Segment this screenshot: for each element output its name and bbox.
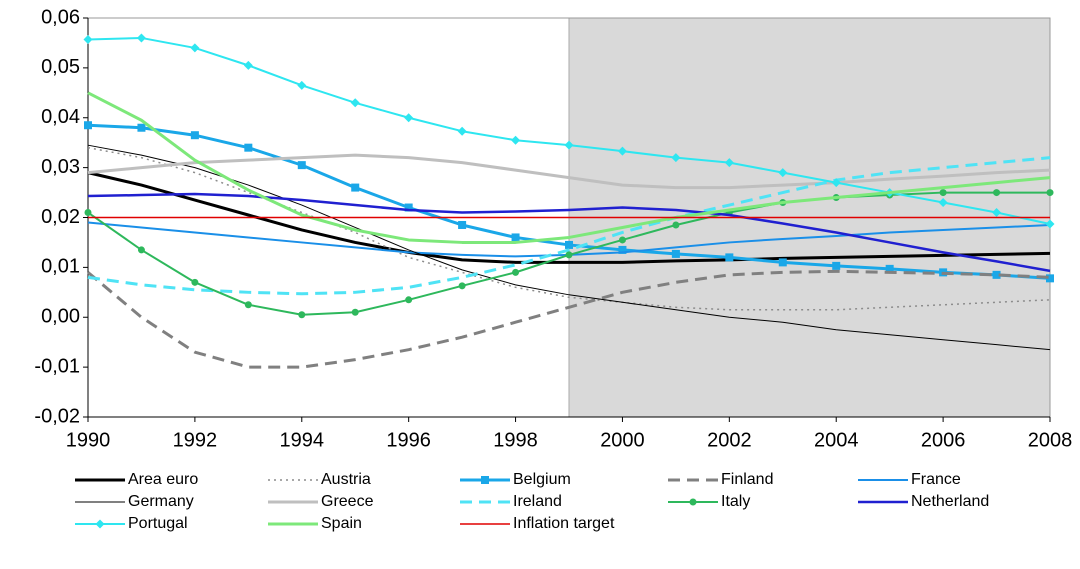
data-point bbox=[1046, 189, 1054, 197]
legend-label: France bbox=[911, 471, 961, 488]
data-point bbox=[618, 245, 627, 254]
legend-label: Germany bbox=[128, 493, 194, 510]
x-tick-label: 2004 bbox=[814, 429, 859, 451]
data-point bbox=[190, 43, 200, 53]
data-point bbox=[297, 161, 306, 170]
data-point bbox=[885, 264, 894, 273]
series-line bbox=[87, 146, 1051, 311]
data-point bbox=[351, 183, 360, 192]
data-point bbox=[404, 203, 413, 212]
legend-label: Area euro bbox=[128, 471, 198, 488]
x-tick-label: 2008 bbox=[1028, 429, 1073, 451]
data-point bbox=[84, 209, 92, 217]
data-point bbox=[191, 278, 199, 286]
data-point bbox=[1046, 274, 1054, 283]
data-point bbox=[725, 253, 734, 262]
x-tick-label: 1998 bbox=[493, 429, 538, 451]
legend-label: Netherland bbox=[911, 493, 989, 510]
x-tick-label: 1992 bbox=[173, 429, 218, 451]
data-point bbox=[511, 135, 521, 145]
data-point bbox=[992, 270, 1001, 279]
data-point bbox=[351, 308, 359, 316]
y-tick-label: 0,01 bbox=[41, 256, 80, 278]
data-point bbox=[832, 261, 841, 270]
data-point bbox=[617, 146, 627, 156]
data-point bbox=[671, 249, 680, 258]
data-point bbox=[297, 80, 307, 90]
data-point bbox=[243, 60, 253, 70]
x-tick-label: 1996 bbox=[386, 429, 431, 451]
data-point bbox=[244, 143, 253, 152]
series-line bbox=[87, 91, 1051, 244]
data-point bbox=[565, 251, 573, 259]
data-point bbox=[618, 236, 626, 244]
data-point bbox=[405, 296, 413, 304]
series-line bbox=[87, 192, 1051, 273]
data-point bbox=[244, 301, 252, 309]
legend-label: Ireland bbox=[513, 493, 562, 510]
series-line bbox=[87, 144, 1051, 351]
y-tick-label: -0,02 bbox=[34, 405, 80, 427]
y-tick-label: 0,00 bbox=[41, 306, 80, 328]
y-tick-label: -0,01 bbox=[34, 355, 80, 377]
data-point bbox=[1045, 219, 1055, 229]
data-point bbox=[137, 123, 146, 132]
data-point bbox=[136, 33, 146, 43]
data-point bbox=[298, 311, 306, 319]
data-point bbox=[350, 98, 360, 108]
series-line bbox=[87, 153, 1051, 190]
data-point bbox=[778, 168, 788, 178]
data-point bbox=[778, 258, 787, 267]
legend-label: Austria bbox=[321, 471, 371, 488]
data-point bbox=[84, 121, 92, 130]
data-point bbox=[564, 140, 574, 150]
y-tick-label: 0,05 bbox=[41, 56, 80, 78]
x-tick-label: 2006 bbox=[921, 429, 966, 451]
y-tick-label: 0,06 bbox=[41, 6, 80, 28]
data-point bbox=[137, 246, 145, 254]
data-point bbox=[512, 268, 520, 276]
x-tick-label: 2002 bbox=[707, 429, 752, 451]
y-tick-label: 0,02 bbox=[41, 206, 80, 228]
data-point bbox=[724, 158, 734, 168]
data-point bbox=[992, 208, 1002, 218]
series-line bbox=[87, 171, 1051, 264]
legend-label: Inflation target bbox=[513, 515, 615, 532]
data-point bbox=[831, 178, 841, 188]
legend-label: Finland bbox=[721, 471, 773, 488]
data-point bbox=[458, 282, 466, 290]
x-tick-label: 1990 bbox=[66, 429, 111, 451]
data-point bbox=[83, 34, 93, 44]
data-point bbox=[671, 153, 681, 163]
legend-label: Italy bbox=[721, 493, 750, 510]
data-point bbox=[457, 126, 467, 136]
data-point bbox=[565, 240, 573, 249]
data-point bbox=[939, 189, 947, 197]
legend-label: Spain bbox=[321, 515, 362, 532]
series-line bbox=[87, 156, 1051, 296]
legend-marker bbox=[481, 476, 489, 484]
series-line bbox=[87, 269, 1051, 369]
data-point bbox=[993, 189, 1001, 197]
x-tick-label: 1994 bbox=[280, 429, 325, 451]
data-point bbox=[511, 233, 520, 242]
y-tick-label: 0,03 bbox=[41, 156, 80, 178]
legend-label: Greece bbox=[321, 493, 374, 510]
legend-marker bbox=[689, 498, 697, 506]
data-point bbox=[404, 113, 414, 123]
data-point bbox=[938, 198, 948, 208]
x-tick-label: 2000 bbox=[600, 429, 645, 451]
legend-label: Belgium bbox=[513, 471, 571, 488]
data-point bbox=[672, 221, 680, 229]
legend-marker bbox=[95, 519, 105, 529]
data-point bbox=[190, 131, 199, 140]
data-point bbox=[458, 220, 467, 229]
legend-label: Portugal bbox=[128, 515, 188, 532]
y-tick-label: 0,04 bbox=[41, 106, 80, 128]
